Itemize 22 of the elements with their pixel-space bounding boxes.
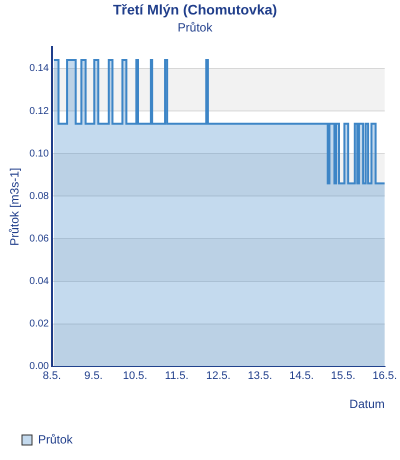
- y-tick-label: 0.02: [29, 318, 50, 330]
- y-tick-label: 0.14: [29, 63, 50, 74]
- x-tick-label: 15.5.: [330, 370, 356, 382]
- chart-title: Třetí Mlýn (Chomutovka): [112, 1, 278, 18]
- x-tick-label: 8.5.: [42, 370, 62, 382]
- y-tick-label: 0.10: [29, 148, 50, 160]
- y-tick-label: 0.06: [29, 233, 50, 244]
- x-tick-label: 14.5.: [289, 370, 314, 382]
- chart-subtitle: Průtok: [178, 20, 214, 34]
- y-tick-label: 0.12: [29, 106, 50, 117]
- y-axis-title: Průtok [m3s-1]: [8, 168, 22, 246]
- y-tick-label: 0.00: [29, 361, 50, 372]
- x-tick-label: 16.5.: [372, 370, 397, 382]
- legend-label: Průtok: [38, 432, 74, 446]
- x-axis-title: Datum: [349, 397, 385, 412]
- y-tick-label: 0.04: [29, 276, 50, 288]
- x-tick-label: 12.5.: [206, 370, 231, 382]
- x-tick-label: 10.5.: [122, 370, 148, 382]
- x-tick-label: 11.5.: [164, 370, 189, 382]
- x-tick-label: 9.5.: [84, 370, 103, 382]
- y-tick-label: 0.08: [29, 190, 50, 202]
- x-tick-label: 13.5.: [248, 370, 272, 382]
